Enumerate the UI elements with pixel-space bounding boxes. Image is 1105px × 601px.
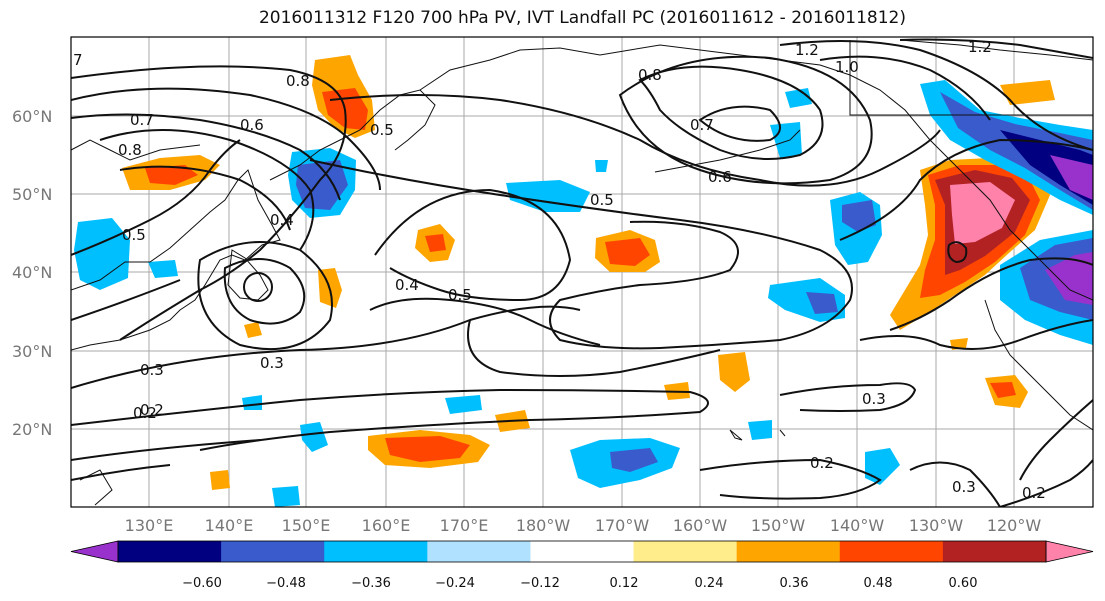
contour-label: 0.7	[130, 111, 154, 129]
colorbar-segment	[118, 541, 222, 562]
colorbar	[70, 540, 1094, 563]
colorbar-tick-label: 0.60	[949, 576, 978, 591]
coastlines	[71, 39, 1093, 506]
colorbar-segment	[839, 541, 944, 562]
contour-label: 0.5	[122, 226, 146, 244]
contour-label: 0.8	[638, 66, 662, 84]
colorbar-tick-label: −0.12	[520, 576, 560, 591]
lon-label: 140°E	[205, 516, 254, 535]
lat-label: 30°N	[12, 342, 52, 361]
contour-label: 7	[73, 51, 83, 69]
contour-label: 0.8	[118, 141, 142, 159]
contour-label: 0.7	[690, 116, 714, 134]
contour-label: 0.5	[370, 121, 394, 139]
colorbar-tick-label: −0.60	[182, 576, 222, 591]
contour-label: 1.0	[835, 58, 859, 76]
contour-label: 0.3	[140, 361, 164, 379]
lon-label: 130°E	[125, 516, 174, 535]
contour-label: 0.2	[1022, 484, 1046, 502]
contour-label: 0.6	[708, 168, 732, 186]
map-title: 2016011312 F120 700 hPa PV, IVT Landfall…	[258, 8, 906, 28]
colorbar-tick-label: −0.48	[266, 576, 306, 591]
lon-label: 160°E	[362, 516, 411, 535]
colorbar-segment	[942, 541, 1047, 562]
lat-label: 50°N	[12, 185, 52, 204]
contour-label: 0.6	[240, 116, 264, 134]
contour-label: 0.5	[448, 286, 472, 304]
contour-labels: 0.8 0.7 0.6 0.5 0.4 0.3 0.2 1.2 1.0 0.7 …	[73, 38, 1046, 502]
lat-label: 20°N	[12, 420, 52, 439]
contour-label: 0.3	[260, 354, 284, 372]
contour-label: 0.4	[395, 276, 419, 294]
colorbar-tick-label: 0.12	[610, 576, 639, 591]
contour-label: 1.2	[795, 41, 819, 59]
contour-label: 1.2	[968, 38, 992, 56]
latitude-labels: 60°N 50°N 40°N 30°N 20°N	[12, 107, 52, 439]
contour-label: 0.2	[133, 404, 157, 422]
lon-label: 120°W	[987, 516, 1042, 535]
colorbar-segment	[736, 541, 841, 562]
contour-label: 0.8	[286, 72, 310, 90]
contour-label: 0.3	[862, 390, 886, 408]
colorbar-tick-label: −0.36	[351, 576, 391, 591]
colorbar-tick-label: 0.24	[695, 576, 724, 591]
lon-label: 180°W	[516, 516, 571, 535]
colorbar-segment	[324, 541, 428, 562]
lon-label: 150°E	[282, 516, 331, 535]
contour-label: 0.3	[952, 478, 976, 496]
map-border	[70, 36, 1094, 508]
pv-contours	[71, 38, 1093, 507]
lon-label: 160°W	[673, 516, 728, 535]
colorbar-segment	[530, 541, 635, 562]
lon-label: 140°W	[830, 516, 885, 535]
contour-label: 0.2	[810, 454, 834, 472]
colorbar-extend-min	[70, 540, 119, 563]
colorbar-ticks: −0.60 −0.48 −0.36 −0.24 −0.12 0.12 0.24 …	[182, 576, 977, 591]
colorbar-tick-label: 0.36	[780, 576, 809, 591]
contour-label: 0.5	[590, 191, 614, 209]
colorbar-border	[117, 540, 1047, 563]
colorbar-tick-label: −0.24	[435, 576, 475, 591]
ivt-anomaly-fills	[74, 55, 1093, 507]
contour-label: 0.4	[270, 211, 294, 229]
longitude-labels: 130°E 140°E 150°E 160°E 170°E 180°W 170°…	[125, 516, 1042, 535]
lon-label: 150°W	[751, 516, 806, 535]
colorbar-extend-max	[1045, 540, 1094, 563]
lon-label: 170°W	[595, 516, 650, 535]
lon-label: 130°W	[909, 516, 964, 535]
colorbar-tick-label: 0.48	[864, 576, 893, 591]
colorbar-segment	[427, 541, 531, 562]
lat-label: 60°N	[12, 107, 52, 126]
lat-label: 40°N	[12, 263, 52, 282]
colorbar-segment	[633, 541, 738, 562]
lon-label: 170°E	[440, 516, 489, 535]
colorbar-segment	[221, 541, 325, 562]
contour-label: 0.2	[140, 401, 164, 419]
